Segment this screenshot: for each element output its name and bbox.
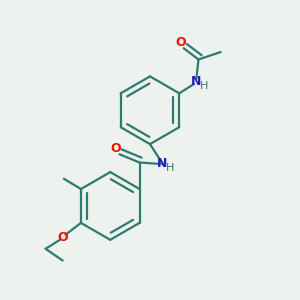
- Text: H: H: [200, 81, 208, 91]
- Text: O: O: [111, 142, 121, 155]
- Text: H: H: [166, 163, 174, 172]
- Text: O: O: [176, 37, 186, 50]
- Text: N: N: [191, 75, 202, 88]
- Text: O: O: [57, 230, 68, 244]
- Text: N: N: [157, 157, 167, 169]
